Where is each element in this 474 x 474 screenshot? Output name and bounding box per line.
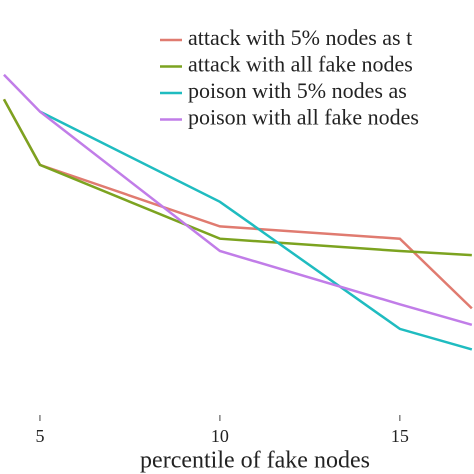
- legend-label: attack with all fake nodes: [188, 52, 413, 77]
- x-tick-label: 10: [211, 426, 229, 446]
- series-line: [39, 110, 473, 351]
- x-axis-label: percentile of fake nodes: [140, 448, 370, 474]
- series-line: [2, 98, 473, 310]
- series-line: [2, 98, 472, 257]
- series-line: [3, 73, 473, 327]
- legend-label: attack with 5% nodes as t: [188, 25, 412, 50]
- x-tick-label: 5: [35, 426, 44, 446]
- x-tick-label: 15: [391, 426, 409, 446]
- legend-label: poison with 5% nodes as: [188, 78, 407, 103]
- legend-label: poison with all fake nodes: [188, 105, 419, 130]
